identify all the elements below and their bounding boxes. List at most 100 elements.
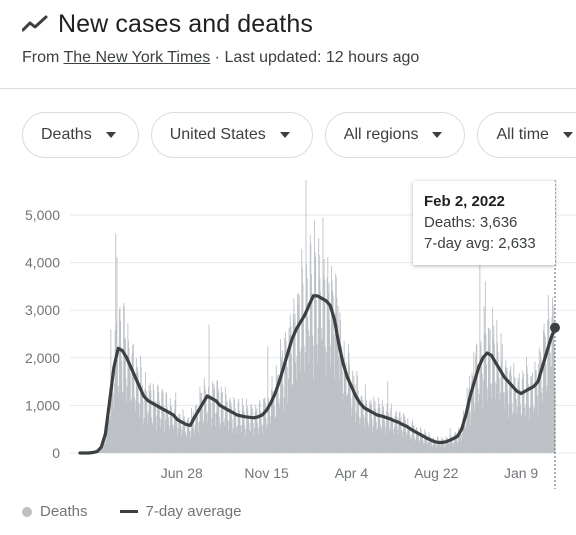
- deaths-bar: [264, 402, 266, 453]
- deaths-bar: [178, 417, 180, 453]
- deaths-bar: [543, 323, 545, 453]
- deaths-bar: [290, 354, 292, 453]
- deaths-bar: [314, 220, 315, 453]
- deaths-bar: [358, 400, 360, 453]
- deaths-bar: [289, 314, 291, 453]
- deaths-bar: [481, 365, 483, 453]
- deaths-bar: [158, 401, 160, 453]
- time-range-dropdown[interactable]: All time: [477, 112, 576, 158]
- deaths-bar: [161, 388, 163, 453]
- deaths-bar: [227, 431, 229, 453]
- deaths-bar: [295, 362, 297, 453]
- deaths-bar: [329, 319, 331, 453]
- deaths-bar: [354, 393, 355, 453]
- deaths-bar: [391, 416, 393, 453]
- deaths-bar: [492, 307, 494, 453]
- deaths-bar: [350, 398, 352, 453]
- deaths-bar: [326, 277, 328, 453]
- deaths-bar: [498, 372, 500, 453]
- deaths-bar: [536, 395, 538, 453]
- deaths-bar: [468, 388, 470, 453]
- deaths-bar: [164, 432, 166, 453]
- deaths-bar: [140, 367, 142, 453]
- deaths-bar: [532, 405, 534, 453]
- deaths-bar: [232, 433, 234, 453]
- trending-line-icon: [22, 15, 48, 32]
- deaths-bar: [424, 429, 426, 453]
- region-dropdown[interactable]: All regions: [324, 112, 466, 158]
- deaths-bar: [241, 397, 243, 453]
- deaths-bar: [434, 440, 436, 453]
- deaths-bar: [484, 333, 486, 453]
- deaths-bar: [223, 425, 225, 453]
- deaths-bar: [238, 399, 240, 453]
- deaths-bar: [344, 366, 346, 453]
- deaths-bar: [317, 362, 318, 453]
- deaths-bar: [146, 411, 148, 453]
- deaths-bar: [280, 356, 282, 453]
- deaths-bar: [536, 381, 538, 453]
- deaths-bar: [168, 417, 169, 453]
- deaths-bar: [254, 411, 256, 453]
- deaths-bar: [295, 379, 297, 453]
- deaths-bar: [222, 406, 224, 453]
- deaths-bar: [141, 385, 143, 453]
- deaths-bar: [320, 340, 322, 453]
- filter-chips: Deaths United States All regions All tim…: [22, 112, 576, 158]
- deaths-bar: [337, 323, 338, 453]
- deaths-bar: [474, 403, 476, 453]
- deaths-bar: [281, 359, 283, 453]
- deaths-bar: [486, 364, 487, 453]
- deaths-bar: [413, 425, 415, 453]
- deaths-bar: [198, 432, 200, 453]
- deaths-bar: [501, 344, 503, 453]
- deaths-bar: [510, 366, 512, 453]
- deaths-bar: [177, 428, 179, 453]
- deaths-bar: [128, 347, 130, 453]
- deaths-bar: [318, 238, 320, 453]
- deaths-bar: [310, 244, 312, 453]
- deaths-bar: [513, 363, 515, 453]
- deaths-bar: [355, 422, 357, 453]
- deaths-bar: [414, 441, 416, 453]
- deaths-bar: [195, 405, 197, 453]
- deaths-bar: [368, 424, 370, 453]
- deaths-bar: [282, 385, 284, 453]
- deaths-bar: [516, 414, 518, 453]
- deaths-bar: [384, 434, 386, 453]
- deaths-bar: [522, 370, 524, 453]
- deaths-bar: [158, 392, 160, 453]
- deaths-bar: [286, 367, 288, 453]
- deaths-bar: [355, 412, 357, 453]
- deaths-bar: [209, 395, 211, 453]
- deaths-bar: [463, 410, 464, 453]
- deaths-bar: [533, 408, 535, 453]
- deaths-bar: [521, 413, 523, 453]
- deaths-bar: [106, 417, 108, 453]
- deaths-bar: [400, 416, 402, 453]
- deaths-bar: [236, 432, 238, 453]
- deaths-bar: [407, 417, 409, 453]
- country-dropdown[interactable]: United States: [150, 112, 313, 158]
- deaths-bar: [336, 297, 338, 453]
- deaths-bar: [119, 307, 121, 453]
- deaths-bar: [104, 437, 106, 453]
- deaths-bar: [386, 411, 388, 453]
- deaths-bar: [259, 399, 261, 453]
- deaths-bar: [469, 375, 471, 453]
- deaths-bar: [508, 404, 510, 453]
- deaths-bar: [184, 420, 186, 453]
- source-link[interactable]: The New York Times: [63, 49, 211, 66]
- deaths-bar: [439, 444, 441, 453]
- deaths-bar: [420, 426, 421, 453]
- deaths-chart[interactable]: 0 1,000 2,000 3,000 4,000 5,000 Jun 28 Nov 15 Ap…: [0, 180, 576, 500]
- deaths-bar: [547, 294, 549, 453]
- deaths-bar: [264, 397, 266, 453]
- deaths-bar: [403, 414, 405, 453]
- deaths-bar: [524, 407, 526, 453]
- deaths-bar: [202, 424, 204, 453]
- metric-dropdown[interactable]: Deaths: [22, 112, 139, 158]
- deaths-bar: [237, 425, 238, 453]
- deaths-bar: [248, 422, 250, 453]
- deaths-bar: [212, 381, 214, 453]
